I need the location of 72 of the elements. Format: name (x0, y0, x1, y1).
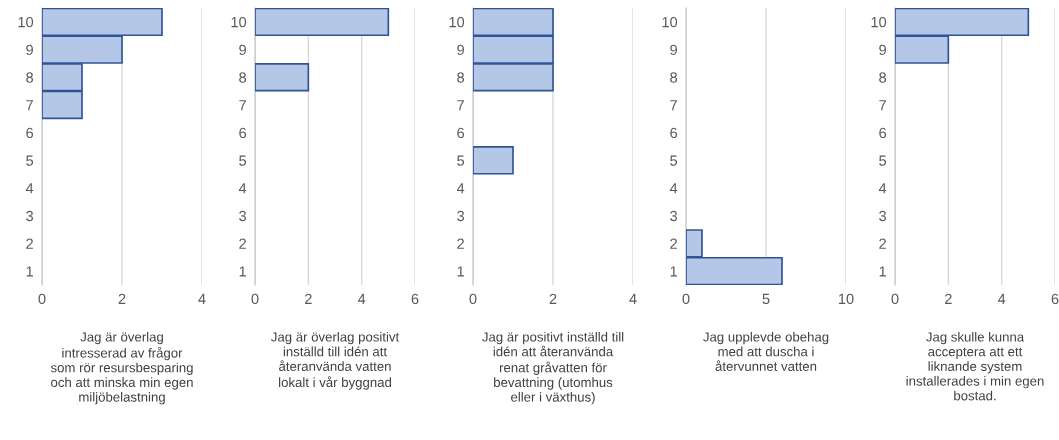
y-tick-label: 9 (879, 44, 886, 55)
x-tick-label: 0 (469, 293, 477, 305)
y-tick-label: 3 (239, 210, 247, 222)
y-tick-label: 1 (239, 266, 246, 277)
y-tick-label: 1 (26, 266, 33, 277)
x-tick-label: 0 (891, 293, 899, 305)
x-axis-title: Jag är överlag intresserad av frågor som rör resursbesparing och att minska min egen miljöbelastning (50, 331, 193, 405)
x-tick-label: 2 (549, 293, 557, 304)
x-axis-title: Jag upplevde obehag med att duscha i återvunnet vatten (703, 331, 829, 371)
y-tick-label: 5 (457, 155, 465, 166)
x-tick-label: 0 (682, 293, 690, 305)
y-tick-label: 2 (457, 238, 464, 249)
x-tick-label: 4 (997, 293, 1006, 304)
x-tick-label: 10 (839, 293, 854, 305)
y-tick-label: 8 (879, 72, 887, 83)
y-tick-label: 10 (871, 16, 887, 28)
y-tick-label: 7 (26, 100, 33, 111)
x-tick-label: 2 (945, 293, 952, 304)
x-tick-label: 0 (251, 293, 259, 305)
y-tick-label: 1 (670, 266, 677, 277)
x-tick-label: 2 (118, 293, 126, 304)
y-tick-label: 10 (449, 16, 465, 28)
y-tick-label: 4 (238, 183, 247, 194)
x-tick-label: 4 (357, 293, 366, 304)
y-tick-label: 9 (457, 44, 464, 55)
y-tick-label: 7 (239, 100, 246, 111)
y-tick-label: 6 (670, 127, 678, 139)
y-tick-label: 8 (239, 72, 247, 83)
y-tick-label: 4 (878, 183, 887, 194)
y-tick-label: 6 (26, 127, 34, 139)
y-tick-label: 4 (456, 183, 465, 194)
y-tick-label: 7 (670, 100, 677, 111)
y-tick-label: 10 (231, 16, 247, 28)
x-tick-label: 5 (762, 293, 770, 305)
y-tick-label: 4 (669, 183, 678, 194)
y-tick-label: 8 (457, 72, 465, 83)
y-tick-label: 5 (879, 155, 887, 166)
y-tick-label: 2 (879, 238, 886, 249)
y-tick-label: 10 (18, 16, 34, 28)
y-tick-label: 5 (670, 155, 678, 166)
y-tick-label: 6 (457, 127, 465, 139)
x-tick-label: 4 (198, 293, 206, 304)
y-tick-label: 1 (457, 266, 464, 277)
y-tick-label: 1 (879, 266, 886, 277)
x-axis-title: Jag är positivt inställd till idén att återanvända renat gråvatten för bevattning (utomhus eller i växthus) (482, 331, 624, 405)
y-tick-label: 4 (25, 183, 34, 194)
y-tick-label: 8 (670, 72, 678, 83)
y-tick-label: 10 (662, 16, 678, 28)
y-tick-label: 8 (26, 72, 34, 83)
y-tick-label: 2 (670, 238, 677, 249)
x-tick-label: 4 (629, 293, 637, 304)
y-tick-label: 7 (879, 100, 886, 111)
y-tick-label: 5 (26, 155, 34, 166)
y-tick-label: 6 (879, 127, 887, 139)
x-axis-title: Jag är överlag positivt inställd till idén att återanvända vatten lokalt i vår byggnad (271, 331, 400, 390)
x-axis-title: Jag skulle kunna acceptera att ett liknande system installerades i min egen bostad. (906, 331, 1044, 401)
y-tick-label: 5 (239, 155, 247, 166)
y-tick-label: 6 (239, 127, 247, 139)
y-tick-label: 2 (26, 238, 33, 249)
y-tick-label: 7 (457, 100, 464, 111)
y-tick-label: 3 (879, 210, 887, 222)
y-tick-label: 2 (239, 238, 246, 249)
x-tick-label: 6 (411, 293, 419, 305)
y-tick-label: 3 (457, 210, 465, 222)
y-tick-label: 3 (670, 210, 678, 222)
y-tick-label: 9 (26, 44, 33, 55)
x-tick-label: 2 (305, 293, 312, 304)
y-tick-label: 3 (26, 210, 34, 222)
y-tick-label: 9 (239, 44, 246, 55)
x-tick-label: 6 (1051, 293, 1059, 305)
x-tick-label: 0 (38, 293, 46, 305)
y-tick-label: 9 (670, 44, 677, 55)
